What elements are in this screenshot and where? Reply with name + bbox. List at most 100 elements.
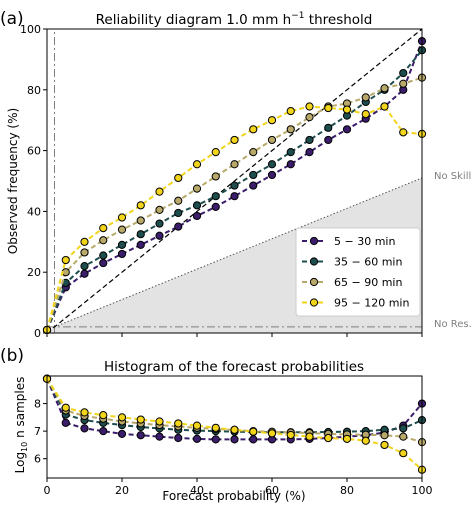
data-point-95-120 [155, 417, 164, 426]
y-tick-label: 6 [34, 453, 41, 466]
data-point-5-30 [192, 211, 202, 221]
data-point-95-120 [174, 173, 183, 183]
title-superscript: −1 [291, 11, 304, 21]
data-point-65-90 [380, 84, 389, 93]
histogram-ylabel: Log10 n samples [13, 377, 29, 474]
data-point-5-30 [136, 240, 145, 249]
data-point-5-30 [286, 160, 295, 169]
ylabel-tail: n samples [13, 377, 27, 442]
series-line-35-60 [46, 49, 423, 331]
histogram-title: Histogram of the forecast probabilities [104, 359, 364, 375]
x-tick-label: 40 [190, 484, 204, 497]
data-point-95-120 [117, 413, 127, 422]
data-point-95-120 [399, 128, 408, 137]
data-point-95-120 [211, 148, 220, 157]
panel-b-label: (b) [0, 346, 24, 366]
data-point-95-120 [99, 411, 108, 420]
legend-marker-5-30 [309, 236, 319, 246]
data-point-65-90 [99, 236, 108, 245]
data-point-65-90 [286, 125, 295, 134]
data-point-35-60 [117, 240, 127, 249]
data-point-95-120 [324, 433, 333, 443]
data-point-95-120 [324, 103, 333, 113]
data-point-95-120 [286, 106, 295, 116]
axes-frame [46, 375, 423, 479]
data-point-5-30 [117, 429, 127, 438]
data-point-65-90 [155, 205, 164, 214]
data-point-95-120 [80, 408, 89, 417]
data-point-65-90 [305, 113, 314, 122]
data-point-35-60 [399, 68, 408, 78]
data-point-35-60 [211, 192, 220, 201]
legend-marker-65-90 [309, 277, 319, 287]
data-point-95-120 [192, 160, 202, 169]
ylabel-sub: 10 [20, 442, 29, 452]
y-tick-label: 100 [20, 23, 41, 36]
data-point-65-90 [80, 248, 89, 257]
series-line-65-90 [46, 378, 423, 444]
data-point-5-30 [136, 431, 145, 440]
x-tick-label: 20 [115, 484, 129, 497]
data-point-5-30 [99, 258, 108, 268]
data-point-65-90 [267, 135, 277, 145]
x-tick-label: 80 [340, 484, 354, 497]
data-point-5-30 [117, 249, 127, 259]
data-point-5-30 [155, 432, 164, 441]
legend-entry-65-90: 65 − 90 min [334, 276, 402, 289]
panel-a-label: (a) [0, 9, 24, 29]
data-point-65-90 [117, 225, 127, 234]
ylabel-log: Log [13, 452, 27, 473]
data-point-95-120 [61, 255, 70, 265]
histogram-xlabel: Forecast probability (%) [162, 489, 305, 503]
histogram-plot: 0 20 40 60 80 100 6 7 8 [34, 374, 433, 497]
data-point-5-30 [324, 135, 333, 145]
x-tick-label: 0 [44, 484, 51, 497]
data-point-5-30 [305, 148, 314, 157]
data-point-35-60 [174, 208, 183, 218]
data-point-35-60 [399, 424, 408, 433]
data-point-95-120 [99, 224, 108, 233]
legend-entry-35-60: 35 − 60 min [334, 256, 402, 269]
data-point-95-120 [342, 105, 352, 114]
legend-entry-5-30: 5 − 30 min [334, 235, 395, 248]
data-point-65-90 [399, 79, 408, 88]
data-point-95-120 [61, 403, 70, 412]
reliability-title: Reliability diagram 1.0 mm h−1 threshold [96, 11, 373, 28]
data-point-95-120 [399, 449, 408, 458]
data-point-5-30 [99, 427, 108, 436]
data-point-95-120 [174, 419, 183, 428]
y-tick-label: 20 [27, 266, 41, 279]
data-point-5-30 [267, 170, 277, 180]
data-point-65-90 [361, 93, 370, 102]
series-line-65-90 [46, 76, 423, 331]
data-point-95-120 [211, 423, 220, 432]
legend-marker-35-60 [309, 257, 319, 266]
legend-box [295, 227, 421, 317]
data-point-35-60 [267, 160, 277, 169]
data-point-5-30 [61, 418, 70, 427]
data-point-95-120 [230, 135, 239, 145]
data-point-35-60 [155, 219, 164, 228]
legend-marker-95-120 [309, 298, 319, 307]
y-tick-label: 60 [27, 145, 41, 158]
title-tail: threshold [305, 12, 373, 28]
no-skill-label: No Skill [434, 171, 471, 182]
data-point-65-90 [230, 160, 239, 169]
data-point-5-30 [155, 231, 164, 240]
data-point-65-90 [174, 196, 183, 205]
data-point-5-30 [80, 269, 89, 278]
data-point-5-30 [249, 435, 258, 444]
data-point-95-120 [249, 427, 258, 436]
data-point-95-120 [361, 436, 370, 445]
reliability-plot: 0 20 40 60 80 100 5 − 30 min 35 − 60 min 65 − 90… [20, 23, 427, 340]
y-tick-label: 80 [27, 84, 41, 97]
data-point-5-30 [192, 434, 202, 443]
title-main: Reliability diagram 1.0 mm h [96, 12, 292, 28]
data-point-65-90 [380, 431, 389, 440]
y-tick-label: 0 [34, 327, 41, 340]
data-point-5-30 [174, 433, 183, 443]
x-tick-label: 100 [412, 484, 433, 497]
data-point-95-120 [155, 187, 164, 196]
data-point-5-30 [230, 192, 239, 201]
